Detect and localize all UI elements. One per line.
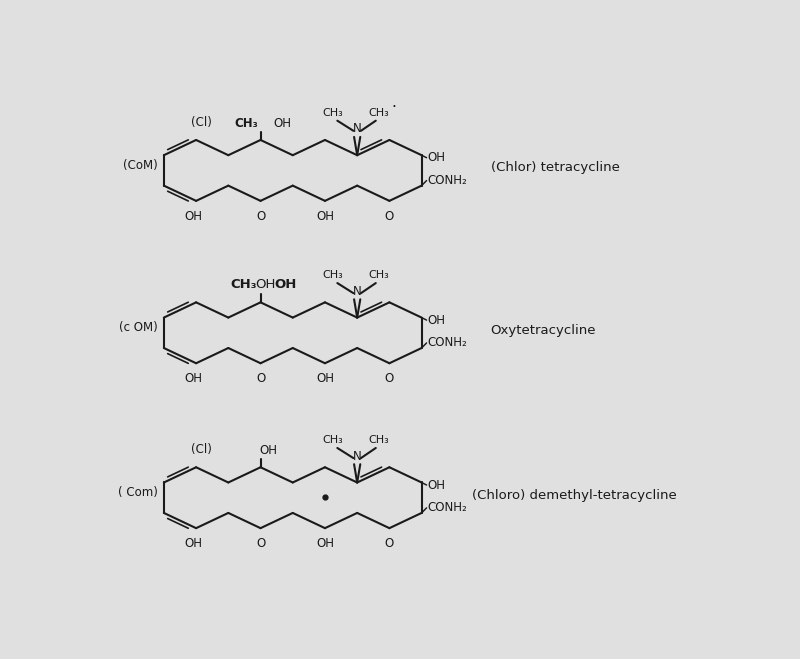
Text: (Chlor) tetracycline: (Chlor) tetracycline <box>490 161 619 175</box>
Text: N: N <box>353 449 362 463</box>
Text: OH: OH <box>185 537 202 550</box>
Text: ·: · <box>391 100 396 115</box>
Text: O: O <box>385 210 394 223</box>
Text: O: O <box>256 372 265 386</box>
Text: CH₃: CH₃ <box>369 107 390 118</box>
Text: O: O <box>256 537 265 550</box>
Text: O: O <box>385 372 394 386</box>
Text: CONH₂: CONH₂ <box>427 337 467 349</box>
Text: (Cl): (Cl) <box>190 443 211 456</box>
Text: OH: OH <box>273 117 291 130</box>
Text: (CoM): (CoM) <box>123 159 158 172</box>
Text: O: O <box>385 537 394 550</box>
Text: N: N <box>353 285 362 298</box>
Text: CH₃: CH₃ <box>322 435 342 445</box>
Text: OH: OH <box>316 210 334 223</box>
Text: (c OM): (c OM) <box>119 321 158 334</box>
Text: OH: OH <box>274 278 297 291</box>
Text: OH: OH <box>427 314 445 327</box>
Text: CONH₂: CONH₂ <box>427 501 467 515</box>
Text: OH: OH <box>185 372 202 386</box>
Text: CONH₂: CONH₂ <box>427 174 467 187</box>
Text: OH: OH <box>427 151 445 164</box>
Text: N: N <box>353 123 362 135</box>
Text: CH₃: CH₃ <box>230 278 257 291</box>
Text: OH: OH <box>316 537 334 550</box>
Text: OH: OH <box>427 478 445 492</box>
Text: CH₃: CH₃ <box>369 270 390 280</box>
Text: Oxytetracycline: Oxytetracycline <box>490 324 596 337</box>
Text: OH: OH <box>316 372 334 386</box>
Text: CH₃: CH₃ <box>322 270 342 280</box>
Text: CH₃: CH₃ <box>369 435 390 445</box>
Text: ( Com): ( Com) <box>118 486 158 499</box>
Text: OH: OH <box>255 278 276 291</box>
Text: OH: OH <box>259 444 277 457</box>
Text: CH₃: CH₃ <box>234 117 258 130</box>
Text: OH: OH <box>185 210 202 223</box>
Text: CH₃: CH₃ <box>322 107 342 118</box>
Text: (Cl): (Cl) <box>190 116 211 129</box>
Text: O: O <box>256 210 265 223</box>
Text: (Chloro) demethyl-tetracycline: (Chloro) demethyl-tetracycline <box>472 489 677 501</box>
